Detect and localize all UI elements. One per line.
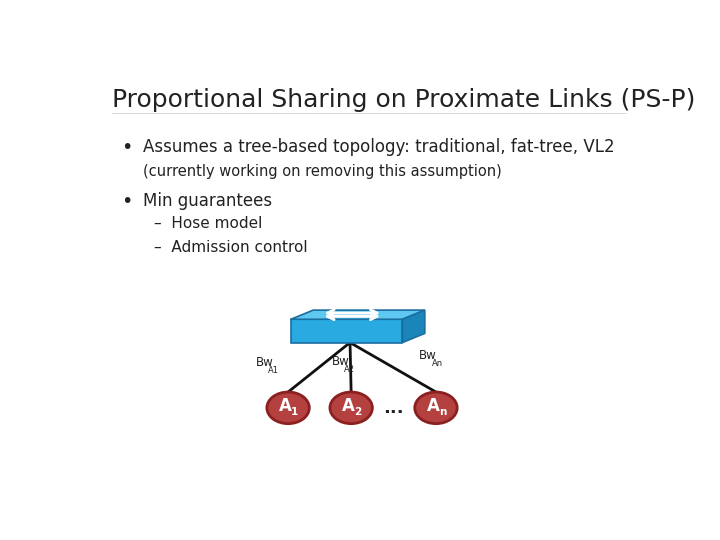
Text: Bw: Bw — [332, 355, 349, 368]
Text: 2: 2 — [354, 407, 361, 416]
Text: ...: ... — [383, 399, 404, 417]
Text: –  Admission control: – Admission control — [154, 240, 307, 255]
Circle shape — [267, 392, 310, 424]
Text: Bw: Bw — [256, 356, 274, 369]
Text: –  Hose model: – Hose model — [154, 216, 263, 231]
Text: A: A — [427, 397, 440, 415]
Text: 1: 1 — [291, 407, 298, 416]
Text: An: An — [431, 359, 443, 368]
Polygon shape — [291, 310, 425, 319]
Text: Assumes a tree-based topology: traditional, fat-tree, VL2: Assumes a tree-based topology: tradition… — [143, 138, 615, 156]
Text: A2: A2 — [344, 365, 355, 374]
Text: n: n — [439, 407, 446, 416]
Text: Bw: Bw — [419, 349, 437, 362]
Text: Min guarantees: Min guarantees — [143, 192, 272, 210]
Circle shape — [330, 392, 372, 424]
Text: A: A — [279, 397, 292, 415]
Text: A: A — [342, 397, 355, 415]
Text: •: • — [121, 192, 132, 211]
Text: •: • — [121, 138, 132, 157]
Polygon shape — [291, 319, 402, 342]
Polygon shape — [402, 310, 425, 342]
Text: A1: A1 — [268, 367, 279, 375]
Text: (currently working on removing this assumption): (currently working on removing this assu… — [143, 164, 502, 179]
Circle shape — [415, 392, 457, 424]
Text: Proportional Sharing on Proximate Links (PS-P): Proportional Sharing on Proximate Links … — [112, 87, 696, 112]
